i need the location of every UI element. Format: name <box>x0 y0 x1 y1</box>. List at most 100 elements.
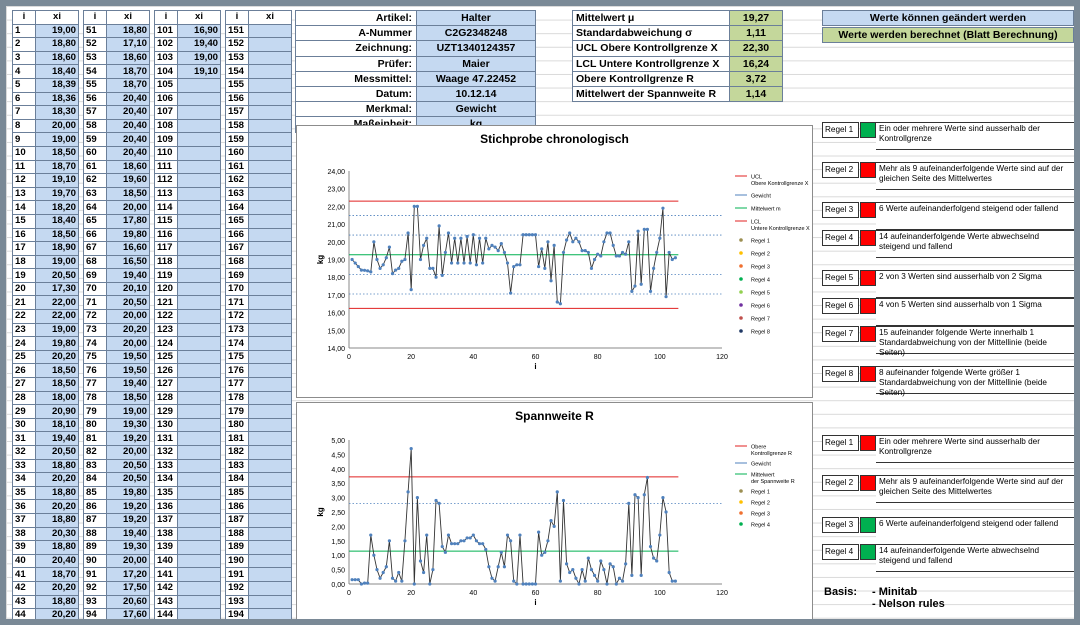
value-cell[interactable]: 19,00 <box>35 23 79 39</box>
value-cell[interactable] <box>177 608 221 619</box>
value-cell[interactable] <box>177 526 221 542</box>
value-cell[interactable] <box>248 37 292 52</box>
value-cell[interactable] <box>177 145 221 161</box>
value-cell[interactable]: 18,50 <box>106 390 150 406</box>
info-value[interactable]: Halter <box>416 9 536 27</box>
info-value[interactable]: UZT1340124357 <box>416 40 536 57</box>
value-cell[interactable]: 17,60 <box>106 608 150 619</box>
value-cell[interactable] <box>177 91 221 107</box>
value-cell[interactable] <box>177 200 221 215</box>
value-cell[interactable]: 20,50 <box>35 445 79 460</box>
value-cell[interactable] <box>248 213 292 229</box>
value-cell[interactable]: 19,80 <box>35 336 79 351</box>
value-cell[interactable]: 20,00 <box>106 553 150 569</box>
value-cell[interactable]: 17,20 <box>106 567 150 582</box>
value-cell[interactable]: 18,70 <box>35 567 79 582</box>
info-value[interactable]: Gewicht <box>416 101 536 118</box>
value-cell[interactable]: 19,00 <box>106 404 150 419</box>
value-cell[interactable] <box>177 268 221 283</box>
value-cell[interactable] <box>177 458 221 474</box>
value-cell[interactable]: 19,40 <box>106 268 150 283</box>
value-cell[interactable]: 19,30 <box>106 540 150 555</box>
value-cell[interactable]: 18,40 <box>35 213 79 229</box>
value-cell[interactable]: 19,00 <box>177 50 221 66</box>
value-cell[interactable] <box>248 512 292 528</box>
value-cell[interactable] <box>248 77 292 93</box>
value-cell[interactable]: 20,00 <box>106 200 150 215</box>
value-cell[interactable]: 18,80 <box>35 37 79 52</box>
value-cell[interactable] <box>248 431 292 446</box>
value-cell[interactable] <box>177 213 221 229</box>
value-cell[interactable]: 22,00 <box>35 295 79 311</box>
value-cell[interactable]: 20,20 <box>35 608 79 619</box>
value-cell[interactable]: 19,40 <box>106 526 150 542</box>
value-cell[interactable]: 18,70 <box>106 64 150 79</box>
value-cell[interactable]: 16,60 <box>106 241 150 256</box>
value-cell[interactable] <box>248 567 292 582</box>
value-cell[interactable]: 19,10 <box>35 173 79 188</box>
value-cell[interactable] <box>177 295 221 311</box>
value-cell[interactable]: 18,50 <box>35 145 79 161</box>
value-cell[interactable] <box>248 322 292 338</box>
value-cell[interactable] <box>177 105 221 120</box>
value-cell[interactable] <box>177 322 221 338</box>
value-cell[interactable]: 20,20 <box>35 349 79 365</box>
value-cell[interactable]: 20,50 <box>106 295 150 311</box>
value-cell[interactable]: 18,70 <box>106 77 150 93</box>
value-cell[interactable] <box>177 377 221 392</box>
value-cell[interactable]: 20,40 <box>106 132 150 147</box>
value-cell[interactable] <box>177 159 221 175</box>
value-cell[interactable]: 19,80 <box>106 227 150 243</box>
value-cell[interactable]: 18,60 <box>106 159 150 175</box>
value-cell[interactable] <box>248 377 292 392</box>
value-cell[interactable] <box>248 64 292 79</box>
value-cell[interactable]: 19,40 <box>177 37 221 52</box>
value-cell[interactable]: 19,50 <box>106 363 150 379</box>
value-cell[interactable]: 20,40 <box>106 145 150 161</box>
value-cell[interactable]: 20,20 <box>35 472 79 487</box>
value-cell[interactable] <box>248 159 292 175</box>
value-cell[interactable] <box>177 227 221 243</box>
info-value[interactable]: 10.12.14 <box>416 85 536 103</box>
value-cell[interactable] <box>248 105 292 120</box>
value-cell[interactable]: 18,50 <box>35 227 79 243</box>
value-cell[interactable] <box>248 349 292 365</box>
value-cell[interactable]: 20,20 <box>35 580 79 596</box>
value-cell[interactable]: 19,00 <box>35 322 79 338</box>
value-cell[interactable] <box>248 145 292 161</box>
value-cell[interactable] <box>248 540 292 555</box>
value-cell[interactable] <box>248 553 292 569</box>
value-cell[interactable] <box>248 186 292 202</box>
value-cell[interactable] <box>177 254 221 270</box>
value-cell[interactable] <box>177 512 221 528</box>
value-cell[interactable]: 20,50 <box>106 458 150 474</box>
value-cell[interactable] <box>248 458 292 474</box>
value-cell[interactable]: 18,36 <box>35 91 79 107</box>
value-cell[interactable] <box>248 132 292 147</box>
value-cell[interactable] <box>177 485 221 501</box>
value-cell[interactable]: 20,00 <box>106 445 150 460</box>
value-cell[interactable] <box>248 227 292 243</box>
value-cell[interactable]: 20,60 <box>106 594 150 610</box>
value-cell[interactable]: 20,90 <box>35 404 79 419</box>
value-cell[interactable]: 18,80 <box>106 23 150 39</box>
value-cell[interactable]: 18,80 <box>35 540 79 555</box>
value-cell[interactable] <box>248 254 292 270</box>
value-cell[interactable] <box>248 404 292 419</box>
value-cell[interactable] <box>177 241 221 256</box>
value-cell[interactable] <box>248 499 292 514</box>
info-value[interactable]: Waage 47.22452 <box>416 70 536 87</box>
value-cell[interactable]: 18,50 <box>35 377 79 392</box>
value-cell[interactable] <box>248 173 292 188</box>
value-cell[interactable]: 18,10 <box>35 417 79 433</box>
value-cell[interactable] <box>248 472 292 487</box>
value-cell[interactable]: 17,80 <box>106 213 150 229</box>
value-cell[interactable]: 19,20 <box>106 431 150 446</box>
value-cell[interactable]: 18,70 <box>35 159 79 175</box>
value-cell[interactable] <box>248 526 292 542</box>
value-cell[interactable] <box>248 594 292 610</box>
value-cell[interactable] <box>177 281 221 297</box>
value-cell[interactable] <box>177 540 221 555</box>
value-cell[interactable] <box>248 91 292 107</box>
value-cell[interactable]: 18,80 <box>35 512 79 528</box>
